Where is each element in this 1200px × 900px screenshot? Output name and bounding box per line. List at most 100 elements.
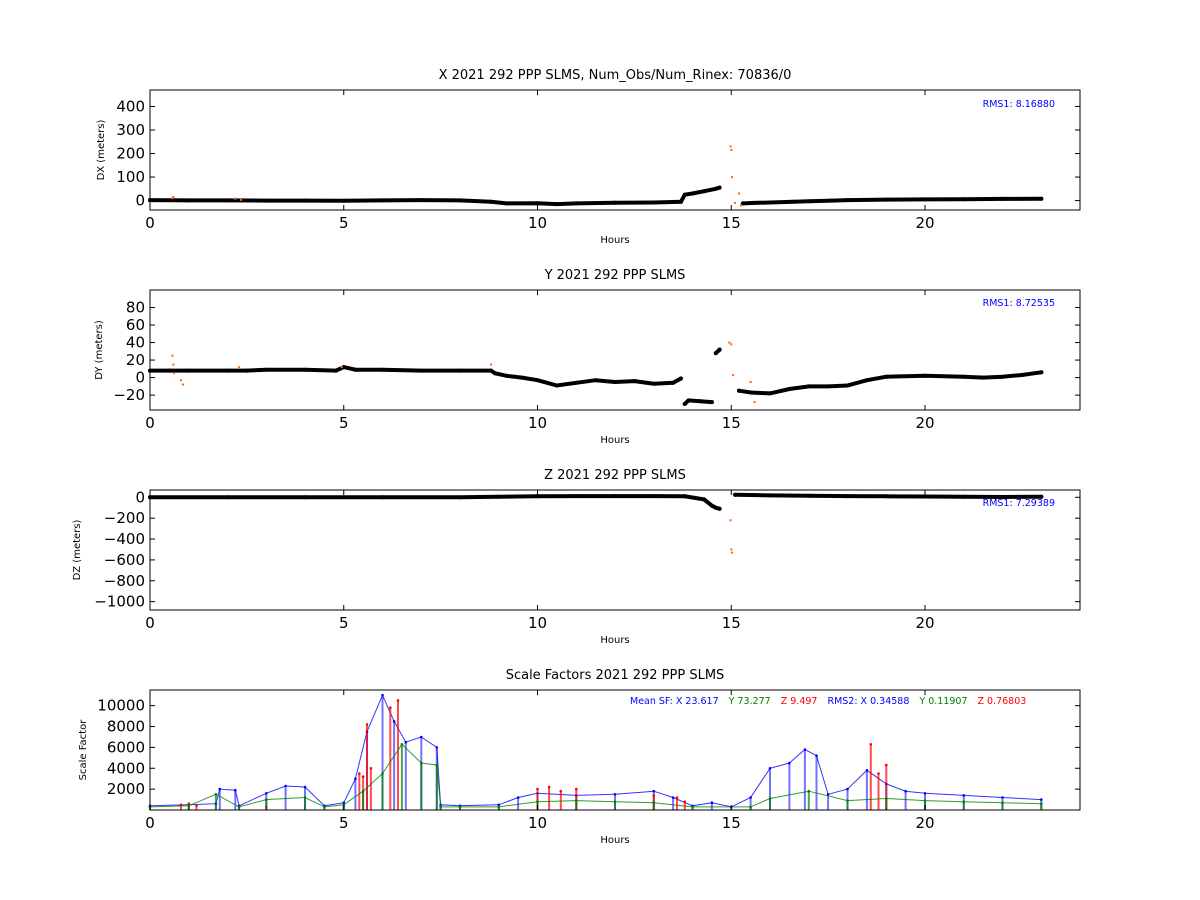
- data-point: [535, 494, 540, 499]
- data-column: [218, 789, 221, 810]
- panel-title: X 2021 292 PPP SLMS, Num_Obs/Num_Rinex: …: [439, 68, 792, 83]
- series-2: [171, 341, 756, 404]
- data-point: [520, 375, 524, 380]
- data-point: [264, 367, 269, 372]
- data-column: [381, 695, 384, 810]
- data-point: [195, 804, 198, 808]
- y-tick-label: 0: [135, 192, 145, 210]
- data-point: [877, 772, 880, 775]
- y-axis-label: DY (meters): [94, 320, 105, 380]
- x-tick-label: 20: [915, 214, 934, 232]
- data-point: [593, 378, 598, 383]
- data-point: [1039, 370, 1044, 375]
- data-column: [827, 794, 830, 810]
- x-tick-label: 5: [339, 814, 349, 832]
- y-tick-label: −400: [104, 530, 145, 548]
- data-point: [869, 743, 873, 746]
- data-point: [167, 368, 172, 373]
- data-point: [613, 494, 617, 499]
- scale-factor-legend: Mean SF: X 23.617 Y 73.277 Z 9.497 RMS2: X …: [630, 696, 1026, 707]
- data-point: [504, 373, 509, 378]
- data-column: [691, 806, 694, 810]
- data-point: [749, 381, 752, 383]
- y-tick-label: −600: [104, 551, 145, 569]
- data-column: [362, 791, 365, 810]
- y-tick-label: 0: [135, 369, 145, 387]
- data-point: [713, 351, 718, 356]
- data-point: [923, 373, 927, 378]
- y-tick-label: 40: [126, 334, 145, 352]
- data-column: [710, 802, 713, 810]
- data-point: [632, 379, 637, 384]
- data-point: [234, 197, 237, 200]
- data-column: [180, 804, 182, 810]
- data-column: [369, 768, 372, 810]
- data-column: [672, 797, 675, 810]
- data-point: [489, 199, 493, 204]
- data-column: [517, 797, 520, 810]
- data-point: [728, 341, 731, 344]
- data-point: [419, 368, 424, 373]
- data-point: [225, 198, 230, 203]
- data-point: [303, 198, 307, 203]
- data-point: [806, 199, 811, 204]
- data-point: [1000, 374, 1005, 379]
- legend-segment: Z 9.497: [781, 696, 818, 707]
- x-tick-label: 5: [339, 214, 349, 232]
- data-point: [702, 189, 707, 194]
- data-point: [1039, 494, 1044, 499]
- data-point: [353, 367, 358, 372]
- data-column: [676, 797, 678, 810]
- data-point: [806, 493, 811, 498]
- data-point: [547, 785, 551, 789]
- x-tick-label: 0: [145, 214, 155, 232]
- data-point: [845, 198, 850, 203]
- data-point: [748, 390, 753, 395]
- data-point: [748, 493, 753, 497]
- y-tick-label: −800: [104, 572, 145, 590]
- plot-frame: [149, 689, 1081, 811]
- x-tick-label: 15: [722, 414, 741, 432]
- data-column: [749, 806, 752, 810]
- series-1: [148, 347, 1044, 406]
- x-tick-label: 20: [915, 414, 934, 432]
- x-tick-label: 10: [528, 814, 547, 832]
- data-point: [826, 384, 831, 389]
- x-tick-label: 20: [915, 814, 934, 832]
- data-point: [651, 494, 656, 499]
- data-point: [830, 198, 834, 203]
- data-column: [904, 791, 907, 810]
- x-tick-label: 15: [722, 614, 741, 632]
- data-point: [651, 381, 656, 386]
- data-point: [419, 198, 424, 203]
- data-point: [729, 519, 732, 522]
- data-point: [334, 368, 338, 373]
- data-column: [803, 749, 806, 810]
- x-tick-label: 15: [722, 814, 741, 832]
- y-ticks: −1000 −800 −600 −400 −200 0: [94, 488, 1080, 611]
- legend-segment: Y 73.277: [728, 696, 771, 707]
- data-point: [574, 494, 579, 499]
- data-column: [389, 707, 392, 810]
- panel-1: X 2021 292 PPP SLMS, Num_Obs/Num_Rinex: …: [96, 68, 1081, 246]
- x-tick-label: 0: [145, 414, 155, 432]
- data-point: [179, 803, 183, 807]
- data-point: [652, 794, 656, 797]
- data-point: [768, 200, 772, 205]
- data-point: [1000, 495, 1005, 499]
- data-point: [682, 401, 687, 406]
- data-column: [536, 789, 539, 810]
- data-point: [574, 201, 579, 206]
- data-point: [186, 198, 191, 203]
- data-point: [535, 378, 540, 383]
- data-column: [769, 798, 771, 810]
- data-point: [885, 763, 888, 767]
- data-point: [225, 495, 230, 500]
- data-point: [845, 494, 850, 499]
- data-point: [884, 374, 889, 379]
- legend-segment: Z 0.76803: [977, 696, 1026, 707]
- data-point: [752, 200, 757, 205]
- data-point: [504, 201, 509, 206]
